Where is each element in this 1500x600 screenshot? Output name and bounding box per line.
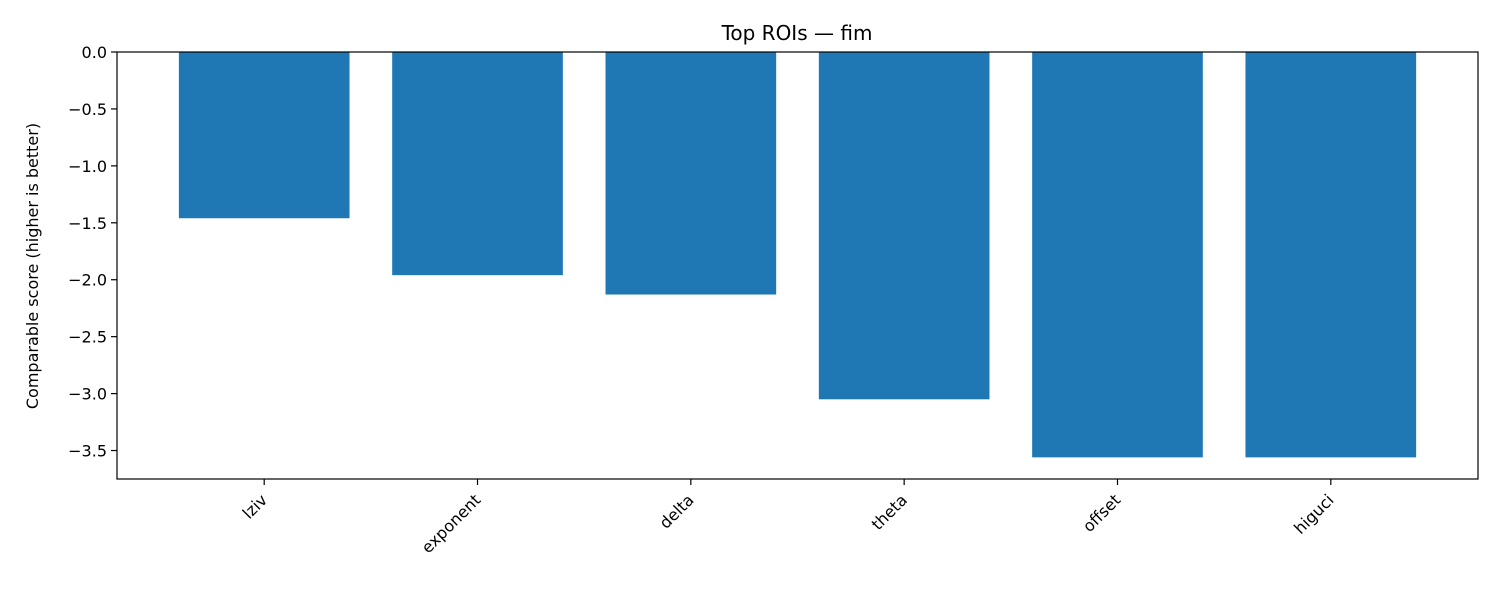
chart-title: Top ROIs — fim (721, 21, 873, 45)
bar-higuci (1245, 52, 1417, 458)
y-tick-label: −1.0 (68, 157, 107, 176)
y-tick-label: −3.0 (68, 385, 107, 404)
bars-group (178, 52, 1417, 458)
x-tick-label: delta (656, 490, 698, 532)
x-tick-label: theta (868, 490, 911, 533)
y-tick-label: −2.0 (68, 271, 107, 290)
x-tick-label: offset (1079, 490, 1124, 535)
x-tick-label: higuci (1290, 490, 1337, 537)
x-tick-label: exponent (418, 490, 485, 557)
y-tick-label: 0.0 (82, 43, 107, 62)
y-tick-label: −1.5 (68, 214, 107, 233)
x-axis-ticks: lziv exponent delta theta offset higuci (239, 479, 1338, 557)
y-axis-label: Comparable score (higher is better) (23, 123, 42, 409)
bar-offset (1032, 52, 1203, 458)
y-axis-ticks: 0.0 −0.5 −1.0 −1.5 −2.0 −2.5 −3.0 −3.5 (68, 43, 117, 461)
bar-exponent (392, 52, 563, 276)
bar-delta (605, 52, 777, 295)
y-tick-label: −3.5 (68, 442, 107, 461)
bar-theta (818, 52, 990, 400)
bar-lziv (178, 52, 350, 219)
plot-frame (116, 51, 1479, 480)
y-tick-label: −2.5 (68, 328, 107, 347)
x-tick-label: lziv (239, 490, 271, 522)
y-tick-label: −0.5 (68, 100, 107, 119)
